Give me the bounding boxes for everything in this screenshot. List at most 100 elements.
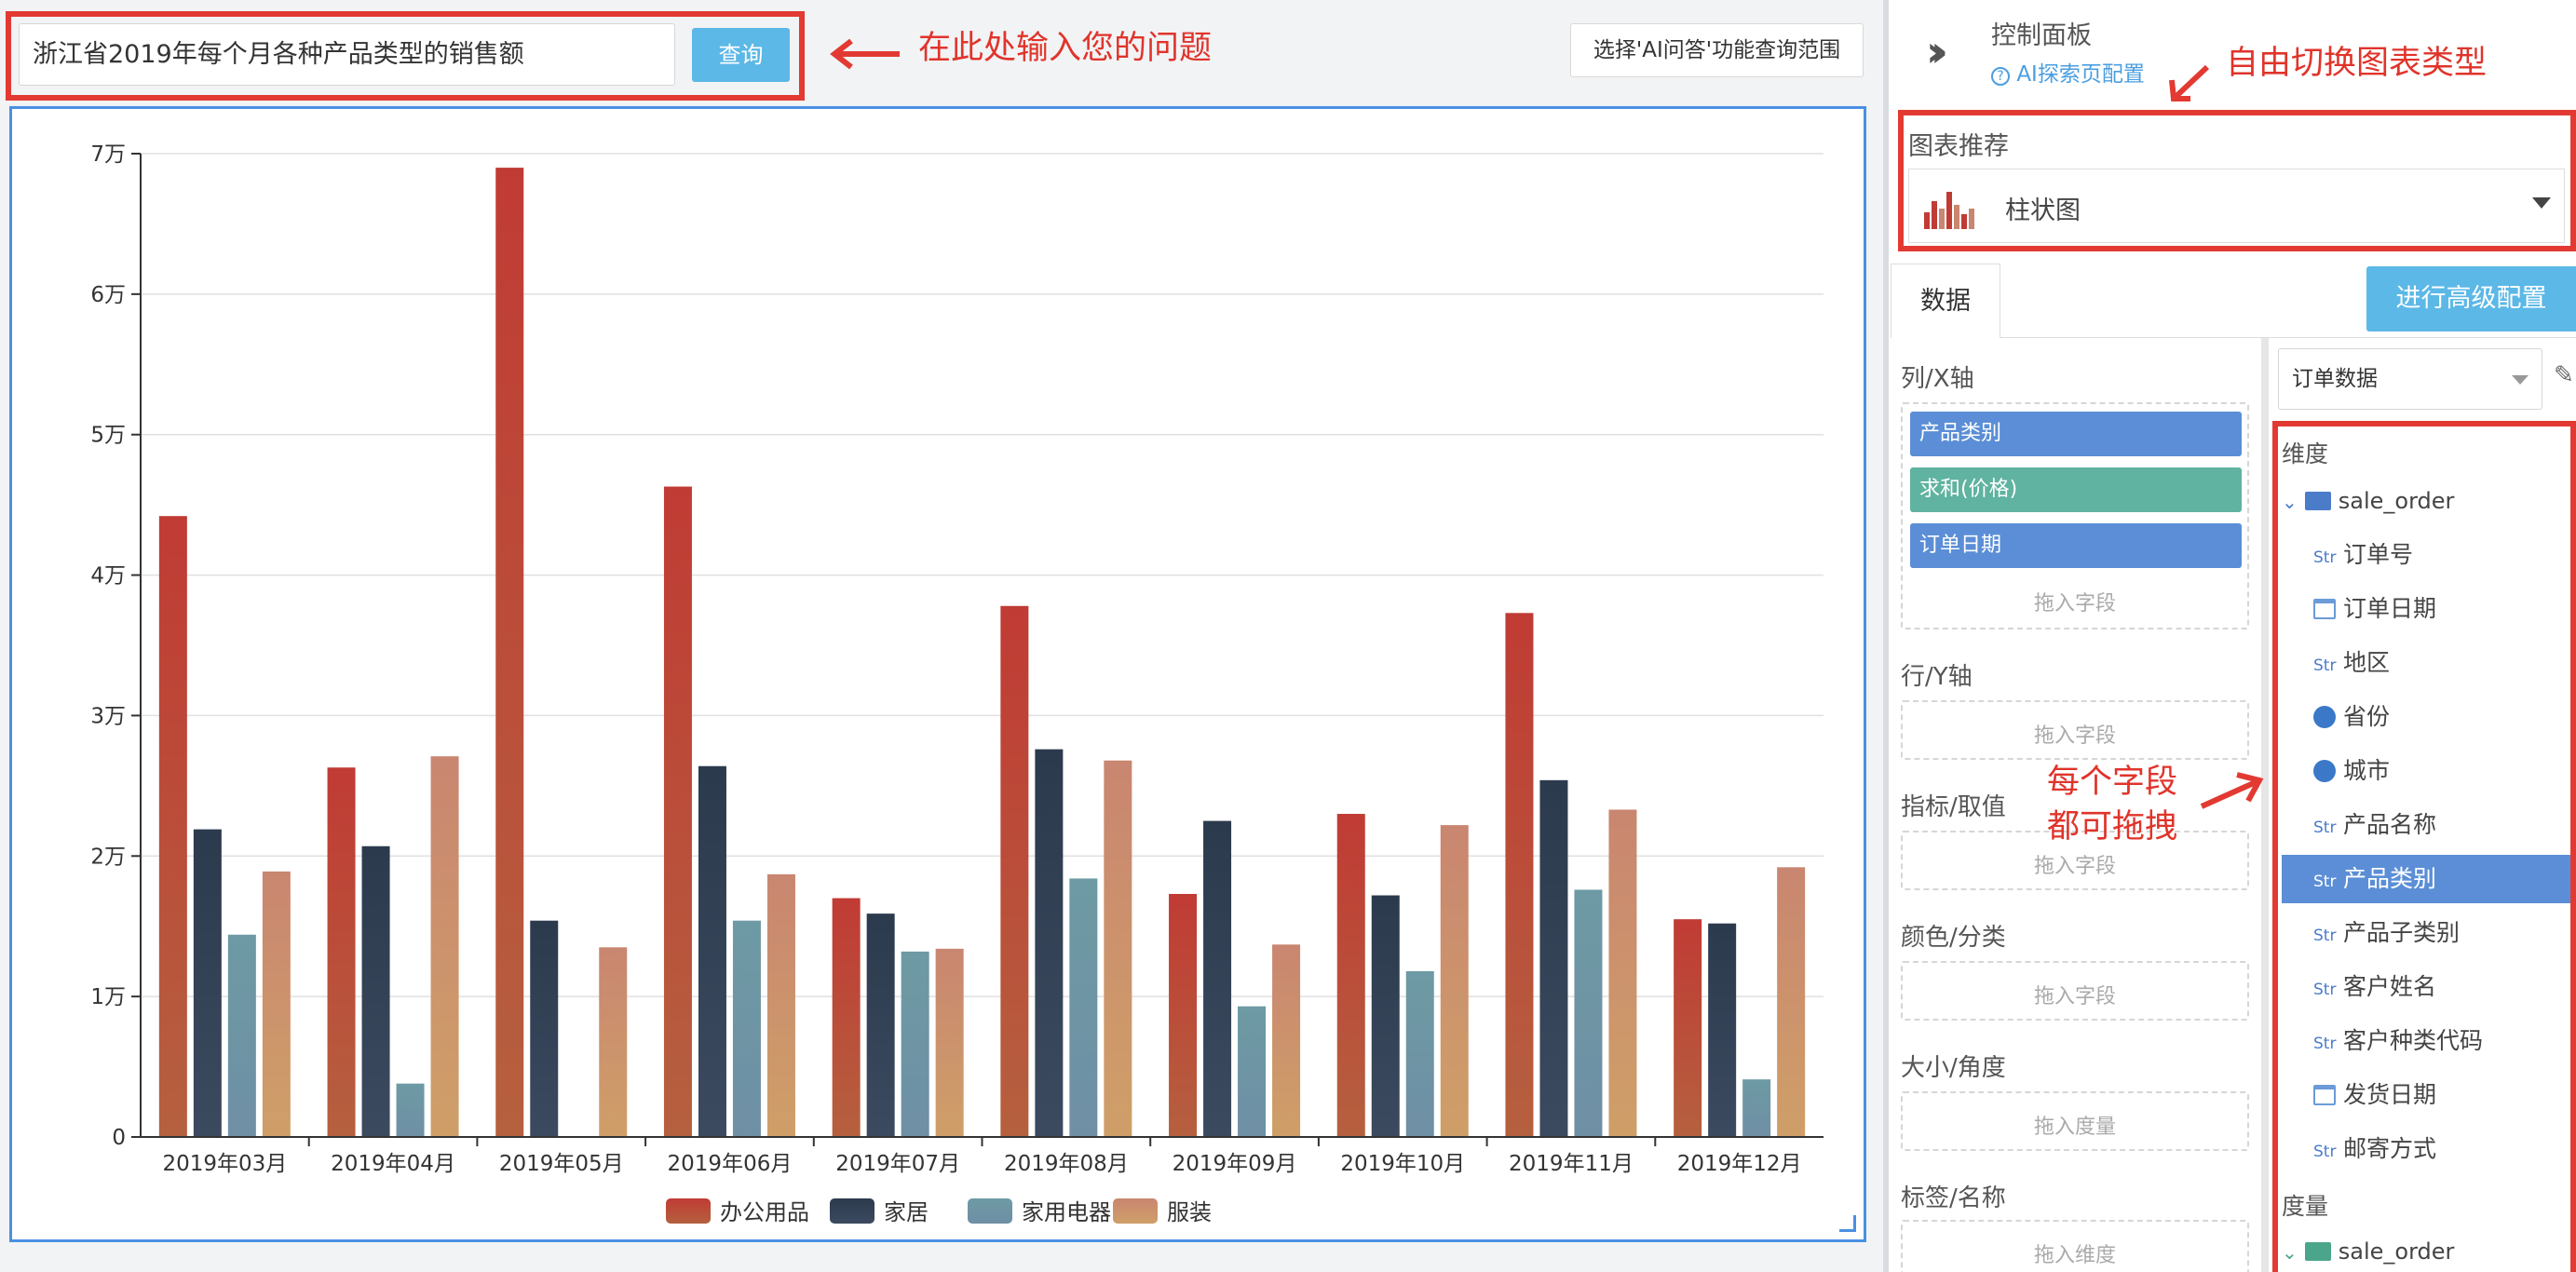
bar[interactable]	[227, 934, 256, 1137]
pill-order-date[interactable]: 订单日期	[1910, 523, 2242, 568]
color-drop-zone[interactable]: 拖入字段	[1901, 961, 2249, 1021]
field-item[interactable]: Str 地区	[2282, 639, 2570, 687]
bar[interactable]	[1608, 809, 1637, 1137]
x-tick-label: 2019年04月	[331, 1152, 455, 1176]
x-tick-label: 2019年11月	[1509, 1152, 1634, 1176]
field-item[interactable]: 发货日期	[2282, 1071, 2570, 1119]
bar[interactable]	[832, 898, 861, 1137]
field-label: 地区	[2343, 649, 2391, 676]
field-item[interactable]: Str 客户姓名	[2282, 963, 2570, 1011]
advanced-config-button[interactable]: 进行高级配置	[2366, 266, 2576, 332]
column-splitter[interactable]	[2261, 338, 2269, 1272]
field-item[interactable]: Str 客户种类代码	[2282, 1017, 2570, 1065]
legend-label[interactable]: 家居	[884, 1199, 929, 1225]
bar[interactable]	[1035, 749, 1064, 1137]
bar[interactable]	[1371, 895, 1400, 1137]
bar[interactable]	[262, 871, 291, 1137]
legend-swatch[interactable]	[968, 1198, 1012, 1224]
folder-sale-order-measures[interactable]: ⌄ sale_order	[2282, 1238, 2454, 1265]
field-item[interactable]: 订单日期	[2282, 585, 2570, 633]
collapse-panel-icon[interactable]: ››	[1926, 26, 1948, 76]
field-item[interactable]: 省份	[2282, 693, 2570, 741]
bar[interactable]	[766, 873, 795, 1137]
field-label: 产品名称	[2343, 811, 2437, 838]
string-type-icon: Str	[2313, 927, 2337, 945]
bar[interactable]	[1104, 760, 1132, 1137]
question-input[interactable]: 浙江省2019年每个月各种产品类型的销售额	[19, 23, 675, 86]
pill-sum-price[interactable]: 求和(价格)	[1910, 467, 2242, 512]
legend-label[interactable]: 服装	[1167, 1199, 1212, 1225]
bar[interactable]	[1069, 878, 1098, 1137]
pill-product-category[interactable]: 产品类别	[1910, 412, 2242, 456]
bar[interactable]	[732, 920, 761, 1137]
tab-data[interactable]: 数据	[1891, 264, 2000, 338]
folder-sale-order[interactable]: ⌄ sale_order	[2282, 488, 2454, 514]
bar[interactable]	[901, 951, 929, 1137]
annotation-box-fields	[2272, 421, 2576, 1272]
bar[interactable]	[193, 829, 222, 1137]
field-label: 产品子类别	[2343, 919, 2461, 946]
annotation-drag-hint-1: 每个字段	[2047, 764, 2178, 801]
query-button[interactable]: 查询	[692, 28, 790, 82]
y-axis-drop-zone[interactable]: 拖入字段	[1901, 700, 2249, 760]
query-scope-button[interactable]: 选择'AI问答'功能查询范围	[1570, 23, 1864, 77]
legend-swatch[interactable]	[666, 1198, 711, 1224]
bar[interactable]	[1742, 1079, 1771, 1137]
bar[interactable]	[1405, 970, 1434, 1137]
resize-handle[interactable]	[1839, 1215, 1856, 1232]
chevron-down-icon	[2512, 375, 2529, 385]
size-drop-zone[interactable]: 拖入度量	[1901, 1091, 2249, 1151]
bar[interactable]	[430, 756, 459, 1137]
bar[interactable]	[1203, 820, 1232, 1137]
bar[interactable]	[1574, 889, 1603, 1137]
globe-icon	[2313, 760, 2336, 782]
field-item[interactable]: Str 产品类别	[2282, 855, 2570, 903]
legend-swatch[interactable]	[830, 1198, 874, 1224]
bar[interactable]	[396, 1083, 425, 1137]
chevron-down-icon: ⌄	[2282, 1241, 2298, 1264]
measure-drop-zone[interactable]: 拖入字段	[1901, 831, 2249, 890]
bar[interactable]	[663, 486, 692, 1137]
tag-drop-zone[interactable]: 拖入维度	[1901, 1220, 2249, 1272]
field-item[interactable]: Str 订单号	[2282, 531, 2570, 579]
bar[interactable]	[935, 948, 964, 1137]
bar[interactable]	[1000, 605, 1029, 1137]
tag-label: 标签/名称	[1901, 1184, 2006, 1212]
bar[interactable]	[1272, 944, 1301, 1137]
legend-swatch[interactable]	[1113, 1198, 1158, 1224]
bar[interactable]	[1336, 814, 1365, 1137]
x-axis-drop-zone[interactable]: 产品类别 求和(价格) 订单日期 拖入字段	[1901, 402, 2249, 629]
bar[interactable]	[1777, 867, 1806, 1137]
chart-type-select[interactable]: 柱状图	[1908, 169, 2565, 243]
field-item[interactable]: Str 邮寄方式	[2282, 1125, 2570, 1173]
bar[interactable]	[1238, 1006, 1267, 1137]
bar[interactable]	[866, 913, 895, 1137]
legend-label[interactable]: 办公用品	[720, 1199, 809, 1225]
bar[interactable]	[599, 947, 628, 1137]
dataset-select[interactable]: 订单数据	[2278, 348, 2542, 410]
bar[interactable]	[1505, 613, 1534, 1137]
field-item[interactable]: Str 产品名称	[2282, 801, 2570, 849]
bar[interactable]	[158, 516, 187, 1137]
legend-label[interactable]: 家用电器	[1022, 1199, 1111, 1225]
ai-config-link[interactable]: ? AI探索页配置	[1991, 56, 2145, 88]
x-tick-label: 2019年03月	[162, 1152, 287, 1176]
field-item[interactable]: Str 产品子类别	[2282, 909, 2570, 957]
bar[interactable]	[530, 920, 559, 1137]
y-tick-label: 4万	[90, 564, 126, 589]
bar[interactable]	[1169, 894, 1198, 1137]
size-label: 大小/角度	[1901, 1054, 2006, 1082]
field-item[interactable]: 城市	[2282, 747, 2570, 795]
bar[interactable]	[361, 846, 390, 1137]
edit-icon[interactable]: ✎	[2554, 361, 2574, 389]
annotation-box-query	[6, 11, 805, 101]
measure-label: 指标/取值	[1901, 793, 2006, 821]
bar[interactable]	[495, 168, 524, 1138]
bar[interactable]	[1440, 825, 1469, 1137]
bar[interactable]	[1539, 779, 1568, 1137]
bar[interactable]	[327, 767, 356, 1137]
dimension-heading: 维度	[2282, 440, 2329, 467]
bar[interactable]	[698, 765, 726, 1137]
bar[interactable]	[1674, 919, 1702, 1137]
bar[interactable]	[1708, 923, 1737, 1137]
